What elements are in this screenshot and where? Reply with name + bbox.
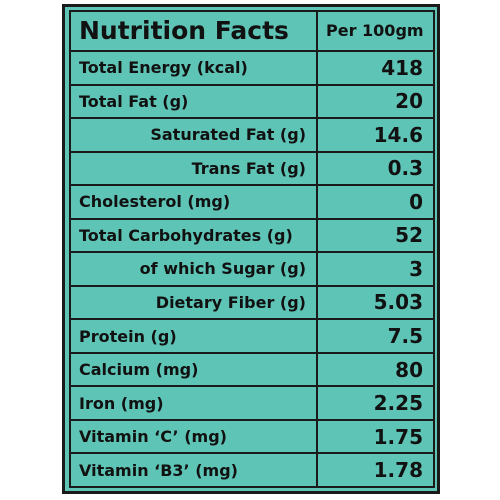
row-value: 1.75 [316,418,435,455]
row-label: Dietary Fiber (g) [69,284,318,321]
row-label: Vitamin ‘C’ (mg) [69,418,318,455]
row-value: 80 [316,351,435,388]
table-row: Saturated Fat (g) 14.6 [69,117,435,153]
table-row: of which Sugar (g) 3 [69,251,435,287]
table-title: Nutrition Facts [69,10,318,52]
row-label: Saturated Fat (g) [69,117,318,153]
row-value: 14.6 [316,117,435,153]
table-row: Total Energy (kcal) 418 [69,49,435,86]
table-row: Dietary Fiber (g) 5.03 [69,284,435,321]
row-value: 20 [316,83,435,120]
row-value: 5.03 [316,284,435,321]
table-row: Total Carbohydrates (g) 52 [69,217,435,254]
row-value: 2.25 [316,385,435,421]
row-label: Iron (mg) [69,385,318,421]
row-label: Total Fat (g) [69,83,318,120]
row-value: 7.5 [316,318,435,354]
row-value: 3 [316,251,435,287]
table-row: Trans Fat (g) 0.3 [69,150,435,187]
row-label: Trans Fat (g) [69,150,318,187]
row-label: Calcium (mg) [69,351,318,388]
row-value: 52 [316,217,435,254]
row-value: 1.78 [316,452,435,488]
row-label: Total Carbohydrates (g) [69,217,318,254]
nutrition-table: Nutrition Facts Per 100gm Total Energy (… [69,10,435,488]
row-label: Total Energy (kcal) [69,49,318,86]
row-value: 418 [316,49,435,86]
row-value: 0.3 [316,150,435,187]
table-row: Iron (mg) 2.25 [69,385,435,421]
nutrition-facts-panel: Nutrition Facts Per 100gm Total Energy (… [62,4,440,494]
table-row: Cholesterol (mg) 0 [69,184,435,220]
row-label: of which Sugar (g) [69,251,318,287]
table-row: Total Fat (g) 20 [69,83,435,120]
table-row: Calcium (mg) 80 [69,351,435,388]
per-unit-header: Per 100gm [316,10,435,52]
table-row: Protein (g) 7.5 [69,318,435,354]
row-label: Protein (g) [69,318,318,354]
table-row: Vitamin ‘B3’ (mg) 1.78 [69,452,435,488]
row-label: Cholesterol (mg) [69,184,318,220]
row-label: Vitamin ‘B3’ (mg) [69,452,318,488]
table-row: Vitamin ‘C’ (mg) 1.75 [69,418,435,455]
row-value: 0 [316,184,435,220]
table-header-row: Nutrition Facts Per 100gm [69,10,435,52]
